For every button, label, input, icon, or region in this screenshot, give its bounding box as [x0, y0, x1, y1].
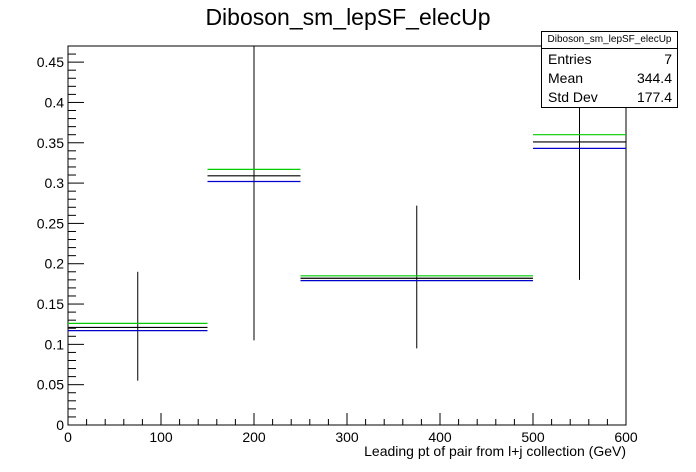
stats-mean-label: Mean	[548, 70, 584, 86]
x-tick-label: 0	[64, 429, 72, 445]
y-tick-label: 0.05	[37, 377, 64, 393]
y-tick-label: 0.45	[37, 54, 64, 70]
x-tick-label: 500	[521, 429, 545, 445]
y-tick-label: 0.4	[45, 94, 65, 110]
stats-stddev-label: Std Dev	[548, 89, 598, 105]
x-tick-label: 100	[149, 429, 173, 445]
stats-box: Diboson_sm_lepSF_elecUp Entries 7 Mean 3…	[541, 31, 678, 108]
stats-row-stddev: Std Dev 177.4	[548, 88, 672, 107]
x-tick-label: 300	[335, 429, 359, 445]
x-axis: 0 100 200 300 400 500 600	[64, 413, 638, 445]
stats-box-title: Diboson_sm_lepSF_elecUp	[542, 32, 677, 49]
chart-title: Diboson_sm_lepSF_elecUp	[205, 4, 491, 30]
x-tick-label: 600	[614, 429, 638, 445]
stats-entries-label: Entries	[548, 51, 592, 67]
x-tick-label: 400	[428, 429, 452, 445]
y-tick-label: 0.25	[37, 215, 64, 231]
y-axis: 0 0.05 0.1 0.15 0.2 0.25 0.3 0.35 0.4 0.45	[37, 45, 84, 433]
stats-row-entries: Entries 7	[548, 50, 672, 69]
stats-mean-value: 344.4	[636, 70, 672, 86]
x-axis-label: Leading pt of pair from l+j collection (…	[364, 443, 626, 459]
histogram-bins	[68, 46, 626, 381]
y-tick-label: 0	[56, 417, 64, 433]
y-tick-label: 0.35	[37, 135, 64, 151]
stats-entries-value: 7	[664, 51, 672, 67]
stats-stddev-value: 177.4	[636, 89, 672, 105]
y-tick-label: 0.2	[45, 256, 65, 272]
stats-row-mean: Mean 344.4	[548, 69, 672, 88]
x-tick-label: 200	[242, 429, 266, 445]
y-tick-label: 0.3	[45, 175, 65, 191]
y-tick-label: 0.1	[45, 336, 65, 352]
y-tick-label: 0.15	[37, 296, 64, 312]
